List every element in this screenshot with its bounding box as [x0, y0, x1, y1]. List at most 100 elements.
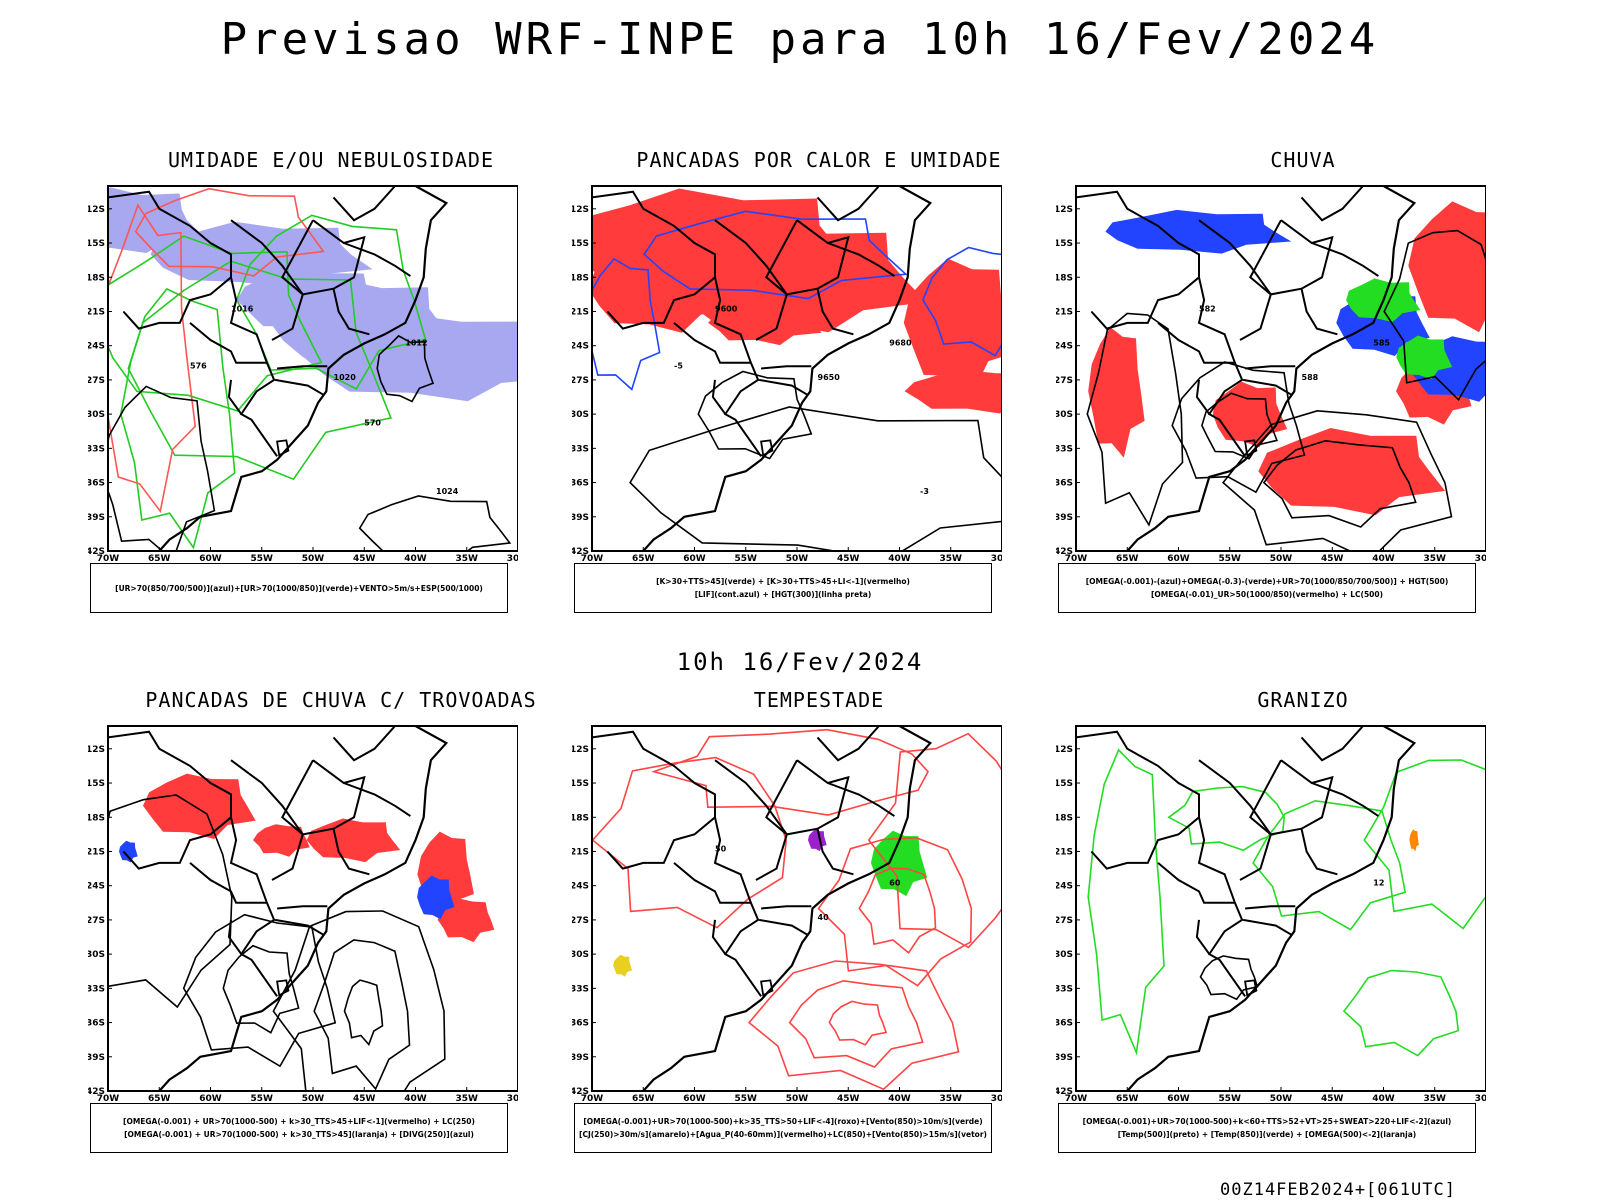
lat-tick-label: 30S	[572, 950, 589, 960]
contour-label: 40	[818, 913, 830, 922]
weather-area	[903, 258, 1002, 390]
lagoa-outline	[760, 439, 774, 457]
panel-title: CHUVA	[1270, 148, 1336, 172]
border-line	[1249, 219, 1334, 296]
weather-area	[253, 824, 310, 857]
lat-tick-label: 36S	[88, 1019, 105, 1029]
coastline	[642, 726, 933, 1091]
lon-tick-label: 30W	[991, 554, 1002, 564]
lat-tick-label: 30S	[1056, 410, 1073, 420]
contour-line	[1171, 361, 1306, 494]
weather-area	[1105, 209, 1292, 254]
lat-tick-label: 30S	[88, 410, 105, 420]
lat-tick-label: 24S	[1056, 882, 1073, 892]
lon-tick-label: 45W	[1321, 1094, 1344, 1104]
lat-tick-label: 30S	[572, 410, 589, 420]
contour-line	[747, 960, 960, 1091]
legend-line: [CJ(250)>30m/s](amarelo)+[Agua_P(40-60mm…	[579, 1130, 987, 1139]
legend-line: [OMEGA(-0.001)-(azul)+OMEGA(-0.3)-(verde…	[1085, 577, 1449, 586]
lat-tick-label: 24S	[572, 342, 589, 352]
contour-label: 1016	[231, 304, 254, 313]
lon-tick-label: 55W	[251, 554, 274, 564]
lat-tick-label: 39S	[572, 1053, 589, 1063]
border-line	[816, 828, 854, 876]
contour-line	[1363, 759, 1486, 930]
contour-line	[643, 210, 908, 300]
weather-area	[119, 840, 138, 863]
border-line	[227, 919, 243, 955]
contour-label: 50	[715, 844, 727, 853]
contour-label: 9600	[715, 304, 738, 313]
contour-label: 9650	[818, 373, 841, 382]
weather-area	[613, 954, 632, 977]
lat-tick-label: 42S	[572, 547, 589, 557]
contour-label: 9680	[889, 339, 912, 348]
lon-tick-label: 70W	[97, 1094, 120, 1104]
contour-line	[272, 910, 446, 1091]
lon-tick-label: 50W	[1270, 1094, 1293, 1104]
run-timestamp: 00Z14FEB2024+[061UTC]	[1220, 1180, 1456, 1200]
lon-tick-label: 50W	[1270, 554, 1293, 564]
coastline	[158, 186, 449, 551]
legend-line: [OMEGA(-0.001)+UR>70(1000-500)+k>35_TTS>…	[583, 1117, 983, 1126]
border-line	[606, 276, 716, 330]
lat-tick-label: 27S	[572, 376, 589, 386]
border-line	[1311, 782, 1379, 817]
lon-tick-label: 30W	[1475, 554, 1486, 564]
weather-area	[236, 267, 387, 334]
map-frame	[591, 725, 1002, 1092]
contour-line	[1087, 748, 1165, 1056]
contour-label: 585	[1373, 339, 1390, 348]
contour-line	[313, 939, 411, 1091]
weather-area	[1409, 829, 1419, 852]
lon-tick-label: 55W	[1219, 1094, 1242, 1104]
lat-tick-label: 15S	[88, 779, 105, 789]
contour-label: 12	[1373, 879, 1384, 888]
weather-area	[417, 875, 455, 920]
lat-tick-label: 36S	[572, 479, 589, 489]
legend-line: [OMEGA(-0.001) + UR>70(1000-500) + k>30_…	[123, 1117, 475, 1126]
lat-tick-label: 21S	[572, 307, 589, 317]
lon-tick-label: 35W	[1424, 1094, 1447, 1104]
contour-label: 1012	[405, 339, 427, 348]
map-content	[108, 726, 495, 1091]
contour-line	[1221, 409, 1453, 551]
border-line	[1249, 759, 1334, 836]
lon-tick-label: 70W	[97, 554, 120, 564]
legend-line: [LIF](cont.azul) + [HGT(300)](linha pret…	[694, 590, 872, 599]
legend-line: [K>30+TTS>45](verde) + [K>30+TTS>45+LI<-…	[656, 577, 910, 586]
lon-tick-label: 60W	[683, 554, 706, 564]
contour-line	[1383, 229, 1486, 401]
lon-tick-label: 45W	[837, 1094, 860, 1104]
lon-tick-label: 60W	[1167, 1094, 1190, 1104]
lon-tick-label: 40W	[888, 554, 911, 564]
lon-tick-label: 65W	[1116, 1094, 1139, 1104]
lat-tick-label: 27S	[88, 916, 105, 926]
lon-tick-label: 45W	[1321, 554, 1344, 564]
border-line	[1311, 242, 1379, 277]
lon-tick-label: 55W	[1219, 554, 1242, 564]
weather-area	[143, 773, 256, 839]
border-line	[673, 322, 751, 364]
border-line	[1245, 365, 1296, 370]
border-line	[673, 862, 751, 904]
contour-label: 576	[190, 362, 207, 371]
border-line	[332, 726, 396, 762]
border-line	[606, 816, 716, 870]
map-chuva: 585 582 588 12S 15S 18S 21S 24S 27S 30S 33S 36S 39S 4…	[1056, 185, 1486, 564]
contour-line	[134, 187, 325, 277]
lat-tick-label: 36S	[572, 1019, 589, 1029]
border-line	[332, 288, 370, 336]
border-line	[1076, 190, 1246, 457]
lat-tick-label: 24S	[572, 882, 589, 892]
lat-tick-label: 39S	[572, 513, 589, 523]
contour-label: 588	[1302, 373, 1319, 382]
border-line	[1195, 919, 1211, 955]
contour-line	[358, 495, 512, 551]
lon-tick-label: 55W	[251, 1094, 274, 1104]
border-line	[1300, 828, 1338, 876]
contour-line	[182, 913, 337, 1068]
legend-box: [K>30+TTS>45](verde) + [K>30+TTS>45+LI<-…	[574, 563, 992, 613]
weather-area	[1088, 327, 1145, 458]
lat-tick-label: 33S	[1056, 444, 1073, 454]
